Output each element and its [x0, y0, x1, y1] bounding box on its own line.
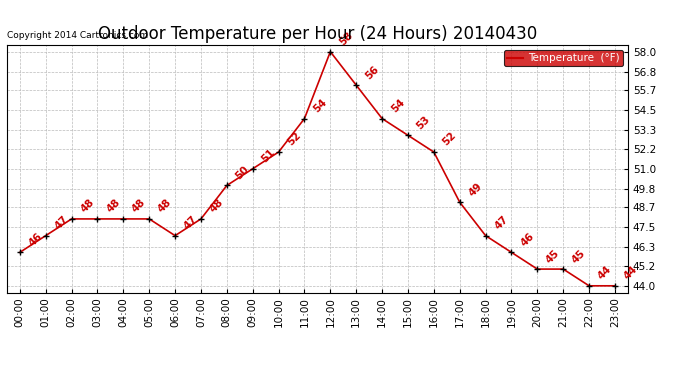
- Text: 45: 45: [544, 248, 562, 265]
- Text: 54: 54: [311, 97, 329, 114]
- Text: Copyright 2014 Cartronics.com: Copyright 2014 Cartronics.com: [7, 31, 148, 40]
- Title: Outdoor Temperature per Hour (24 Hours) 20140430: Outdoor Temperature per Hour (24 Hours) …: [98, 26, 537, 44]
- Text: 51: 51: [259, 147, 277, 165]
- Text: 52: 52: [441, 130, 458, 148]
- Text: 44: 44: [622, 264, 640, 282]
- Legend: Temperature  (°F): Temperature (°F): [504, 50, 622, 66]
- Text: 44: 44: [596, 264, 613, 282]
- Text: 48: 48: [156, 197, 174, 215]
- Text: 46: 46: [518, 231, 536, 248]
- Text: 58: 58: [337, 30, 355, 48]
- Text: 53: 53: [415, 114, 432, 131]
- Text: 52: 52: [286, 130, 303, 148]
- Text: 50: 50: [234, 164, 251, 181]
- Text: 47: 47: [493, 214, 510, 231]
- Text: 48: 48: [130, 197, 148, 215]
- Text: 48: 48: [79, 197, 96, 215]
- Text: 47: 47: [182, 214, 199, 231]
- Text: 48: 48: [208, 197, 226, 215]
- Text: 48: 48: [104, 197, 122, 215]
- Text: 47: 47: [52, 214, 70, 231]
- Text: 45: 45: [570, 248, 588, 265]
- Text: 49: 49: [466, 181, 484, 198]
- Text: 46: 46: [27, 231, 44, 248]
- Text: 56: 56: [363, 64, 380, 81]
- Text: 54: 54: [389, 97, 406, 114]
